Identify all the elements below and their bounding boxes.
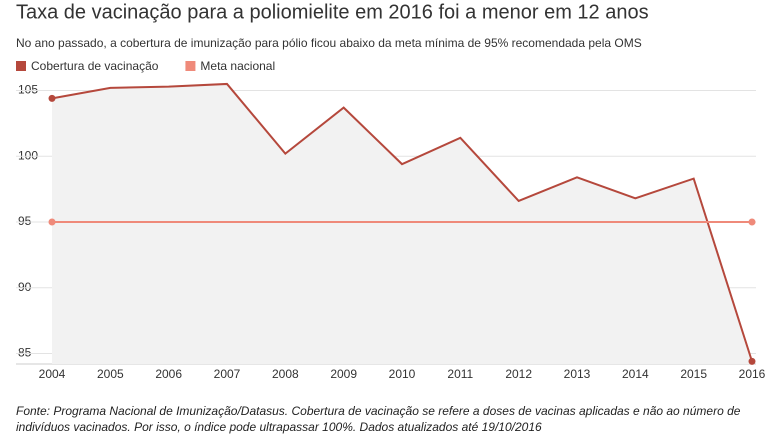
y-tick-label: 95 bbox=[18, 214, 32, 228]
series-line bbox=[51, 82, 753, 362]
x-tick-label: 2012 bbox=[505, 367, 532, 381]
legend-label: Meta nacional bbox=[200, 59, 275, 73]
y-tick-label: 85 bbox=[18, 346, 32, 360]
point bbox=[748, 357, 756, 365]
x-tick-label: 2005 bbox=[97, 367, 124, 381]
x-tick-label: 2011 bbox=[447, 367, 473, 381]
x-tick-label: 2014 bbox=[622, 367, 649, 381]
x-tick-label: 2004 bbox=[39, 367, 66, 381]
chart-title: Taxa de vacinação para a poliomielite em… bbox=[16, 1, 649, 23]
legend-swatch bbox=[185, 61, 196, 71]
x-tick-label: 2015 bbox=[680, 367, 707, 381]
legend-swatch bbox=[16, 61, 26, 71]
x-tick-label: 2006 bbox=[155, 367, 182, 381]
chart: Taxa de vacinação para a poliomielite em… bbox=[16, 1, 766, 381]
x-tick-label: 2009 bbox=[330, 367, 357, 381]
point bbox=[748, 218, 756, 226]
y-tick-label: 105 bbox=[18, 83, 38, 97]
x-tick-label: 2007 bbox=[214, 367, 241, 381]
footnote: Fonte: Programa Nacional de Imunização/D… bbox=[16, 404, 741, 434]
y-tick-label: 90 bbox=[18, 280, 32, 294]
x-tick-label: 2010 bbox=[389, 367, 416, 381]
legend-label: Cobertura de vacinação bbox=[31, 59, 159, 73]
y-tick-label: 100 bbox=[18, 148, 38, 162]
point bbox=[48, 94, 56, 102]
x-tick-label: 2013 bbox=[564, 367, 591, 381]
area bbox=[52, 83, 752, 364]
x-tick-label: 2008 bbox=[272, 367, 299, 381]
point bbox=[48, 218, 56, 226]
x-tick-label: 2016 bbox=[739, 367, 766, 381]
chart-subtitle: No ano passado, a cobertura de imunizaçã… bbox=[16, 36, 642, 50]
